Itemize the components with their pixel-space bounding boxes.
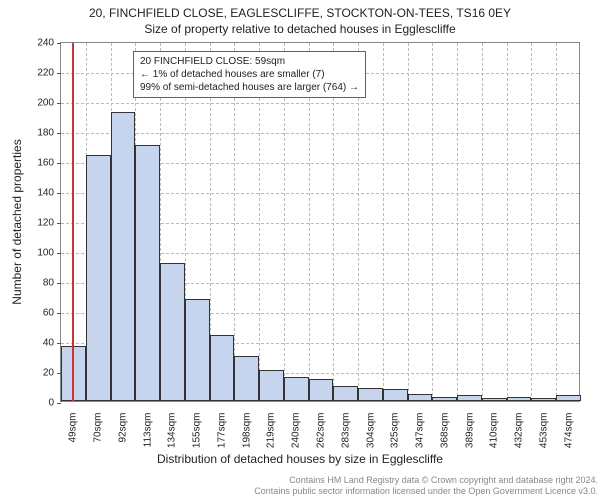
- ytick-label: 140: [14, 188, 54, 199]
- annotation-line-1: 20 FINCHFIELD CLOSE: 59sqm: [140, 55, 359, 68]
- annotation-line-2: ← 1% of detached houses are smaller (7): [140, 68, 359, 81]
- ytick-label: 220: [14, 68, 54, 79]
- bar: [507, 397, 532, 402]
- ytick-label: 80: [14, 278, 54, 289]
- reference-line: [72, 43, 74, 401]
- ytick-mark: [57, 103, 61, 104]
- ytick-mark: [57, 283, 61, 284]
- grid-v: [432, 43, 433, 401]
- footer-line-2: Contains public sector information licen…: [0, 486, 598, 497]
- bar: [309, 379, 334, 402]
- annotation-box: 20 FINCHFIELD CLOSE: 59sqm← 1% of detach…: [133, 51, 366, 98]
- grid-v: [556, 43, 557, 401]
- bar: [432, 397, 457, 402]
- footer: Contains HM Land Registry data © Crown c…: [0, 475, 600, 497]
- ytick-mark: [57, 313, 61, 314]
- ytick-label: 40: [14, 338, 54, 349]
- ytick-label: 160: [14, 158, 54, 169]
- bar: [234, 356, 259, 401]
- bar: [284, 377, 309, 401]
- bar: [408, 394, 433, 402]
- grid-v: [507, 43, 508, 401]
- title-line-2: Size of property relative to detached ho…: [0, 22, 600, 36]
- ytick-mark: [57, 73, 61, 74]
- ytick-label: 20: [14, 368, 54, 379]
- bar: [556, 395, 581, 401]
- bar: [259, 370, 284, 402]
- plot-area: 02040608010012014016018020022024049sqm70…: [60, 42, 580, 402]
- footer-line-1: Contains HM Land Registry data © Crown c…: [0, 475, 598, 486]
- bar: [383, 389, 408, 401]
- grid-v: [531, 43, 532, 401]
- grid-v: [457, 43, 458, 401]
- annotation-line-3: 99% of semi-detached houses are larger (…: [140, 81, 359, 94]
- grid-v: [383, 43, 384, 401]
- ytick-label: 100: [14, 248, 54, 259]
- ytick-label: 200: [14, 98, 54, 109]
- bar: [531, 398, 556, 401]
- ytick-mark: [57, 343, 61, 344]
- ytick-mark: [57, 223, 61, 224]
- ytick-mark: [57, 43, 61, 44]
- ytick-label: 60: [14, 308, 54, 319]
- ytick-mark: [57, 163, 61, 164]
- bar: [185, 299, 210, 401]
- bar: [482, 398, 507, 401]
- ytick-label: 180: [14, 128, 54, 139]
- bar: [333, 386, 358, 401]
- grid-v: [408, 43, 409, 401]
- grid-h: [61, 103, 579, 104]
- ytick-label: 120: [14, 218, 54, 229]
- bar: [135, 145, 160, 402]
- bar: [160, 263, 185, 401]
- bar: [210, 335, 235, 401]
- grid-v: [482, 43, 483, 401]
- ytick-mark: [57, 403, 61, 404]
- ytick-label: 240: [14, 38, 54, 49]
- bar: [358, 388, 383, 402]
- x-axis-label: Distribution of detached houses by size …: [0, 452, 600, 466]
- ytick-mark: [57, 253, 61, 254]
- bar: [86, 155, 111, 401]
- grid-h: [61, 133, 579, 134]
- title-line-1: 20, FINCHFIELD CLOSE, EAGLESCLIFFE, STOC…: [0, 6, 600, 20]
- ytick-mark: [57, 133, 61, 134]
- plot-outer: 02040608010012014016018020022024049sqm70…: [60, 42, 580, 402]
- ytick-label: 0: [14, 398, 54, 409]
- ytick-mark: [57, 193, 61, 194]
- bar: [457, 395, 482, 401]
- bar: [111, 112, 136, 402]
